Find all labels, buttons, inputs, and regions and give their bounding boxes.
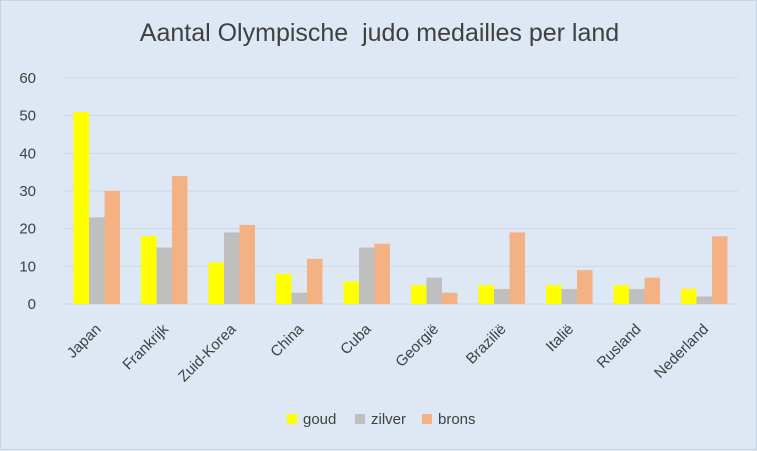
legend-label-brons: brons [438, 411, 476, 428]
legend-label-goud: goud [303, 411, 336, 428]
legend-swatch-zilver [355, 414, 365, 424]
x-tick-label: Zuid-Korea [175, 320, 240, 385]
bars [73, 111, 728, 305]
x-tick-label: Nederland [651, 321, 712, 382]
y-tick-label: 60 [19, 70, 36, 87]
legend: goud zilver brons [287, 411, 476, 428]
y-tick-label: 30 [19, 183, 36, 200]
y-axis-ticks: 0 10 20 30 40 50 60 [19, 70, 36, 313]
bar-zilver [494, 288, 510, 304]
bar-zilver [629, 288, 645, 304]
bar-brons [307, 258, 323, 304]
x-tick-label: China [267, 320, 307, 360]
bar-goud [681, 288, 697, 304]
bar-goud [546, 285, 562, 304]
y-tick-label: 40 [19, 145, 36, 162]
chart-title: Aantal Olympische judo medailles per lan… [139, 19, 620, 47]
bar-goud [276, 273, 292, 304]
bar-brons [712, 236, 728, 304]
bar-goud [613, 285, 629, 304]
x-tick-label: Italië [543, 321, 577, 355]
bar-goud [478, 285, 494, 304]
y-tick-label: 10 [19, 258, 36, 275]
x-tick-label: Japan [64, 321, 105, 362]
y-tick-label: 20 [19, 221, 36, 238]
bar-zilver [156, 247, 172, 304]
bar-goud [411, 285, 427, 304]
bar-zilver [696, 296, 712, 304]
x-tick-label: Rusland [594, 321, 645, 372]
bar-brons [239, 224, 255, 304]
x-tick-label: Cuba [337, 320, 375, 358]
x-tick-label: Frankrijk [119, 320, 172, 373]
bar-zilver [561, 288, 577, 304]
bar-brons [104, 191, 120, 304]
bar-brons [442, 292, 458, 304]
bar-brons [644, 277, 660, 304]
legend-swatch-brons [422, 414, 432, 424]
y-tick-label: 0 [28, 296, 36, 313]
x-axis-labels: Japan Frankrijk Zuid-Korea China Cuba Georgië… [64, 320, 712, 385]
bar-goud [73, 111, 89, 305]
legend-swatch-goud [287, 414, 297, 424]
bar-goud [141, 236, 157, 304]
bar-goud [208, 262, 224, 304]
x-tick-label: Georgië [392, 321, 442, 371]
bar-zilver [89, 217, 105, 304]
bar-zilver [224, 232, 240, 304]
bar-brons [374, 243, 390, 304]
x-tick-label: Brazilië [463, 321, 510, 368]
legend-label-zilver: zilver [371, 411, 406, 428]
bar-brons [172, 175, 188, 304]
bar-zilver [359, 247, 375, 304]
bar-zilver [291, 292, 307, 304]
bar-brons [577, 270, 593, 304]
bar-brons [509, 232, 525, 304]
bar-goud [343, 281, 359, 304]
bar-zilver [426, 277, 442, 304]
y-tick-label: 50 [19, 108, 36, 125]
